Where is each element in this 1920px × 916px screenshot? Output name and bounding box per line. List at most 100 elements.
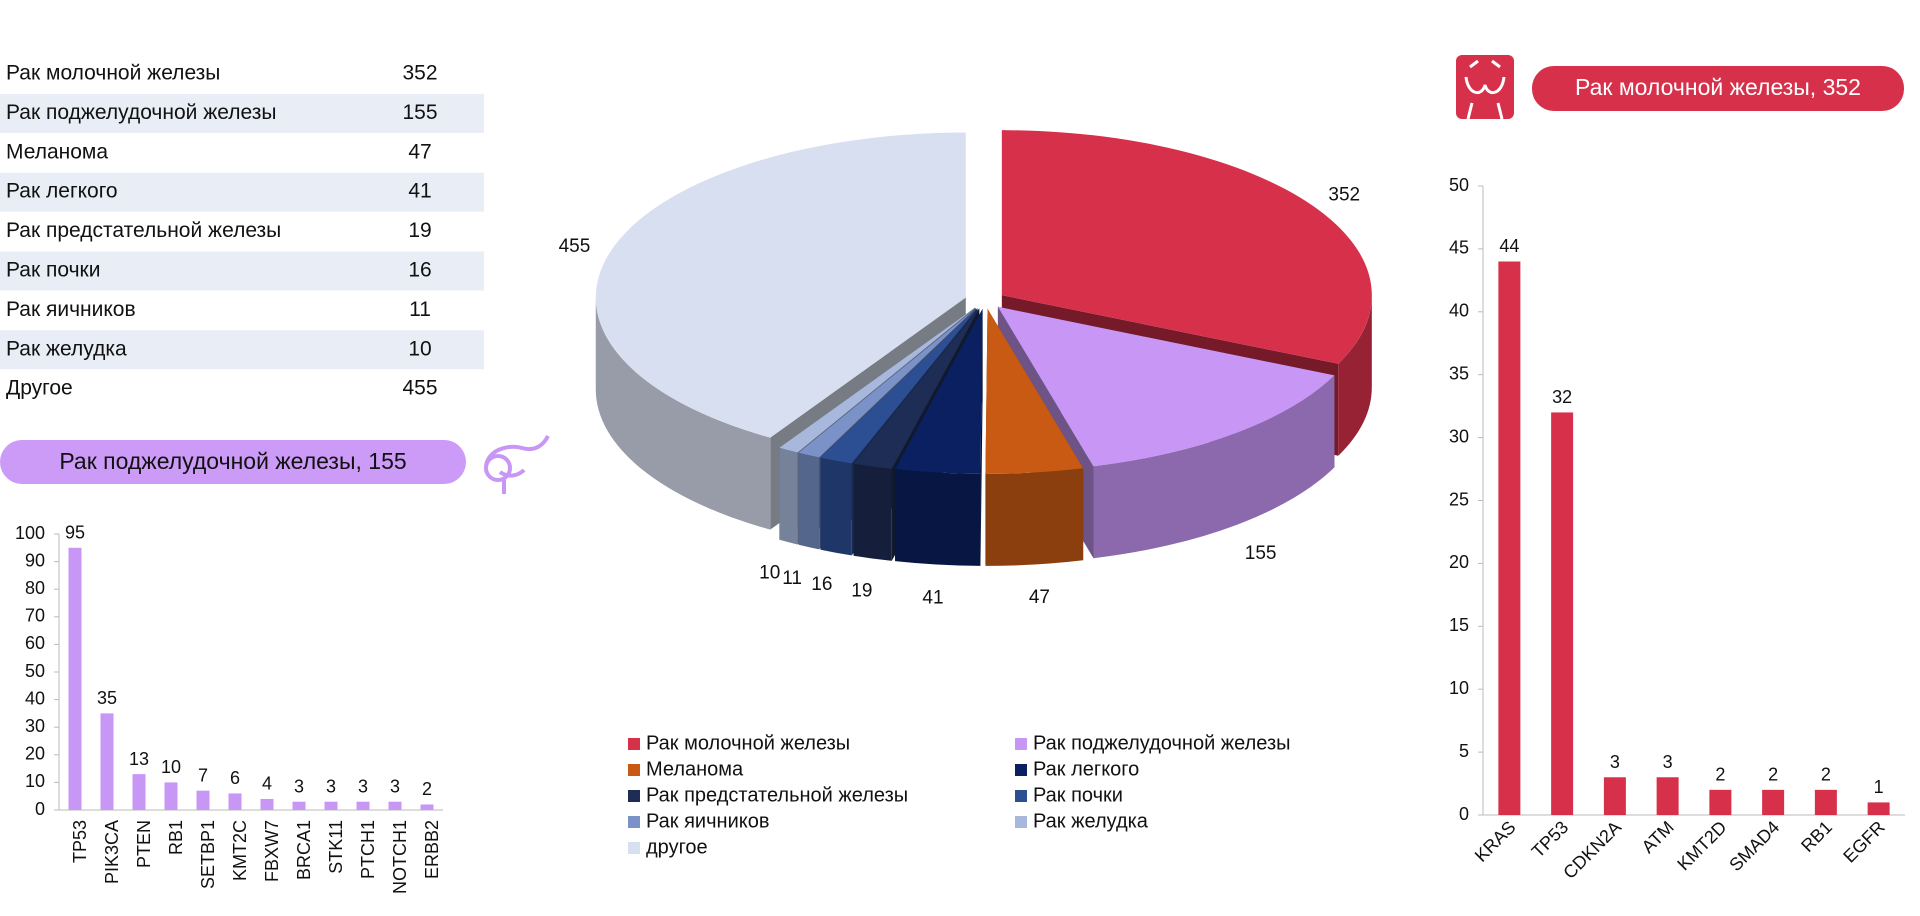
legend-label: Рак желудка	[1033, 810, 1149, 832]
x-tick-label: TP53	[1528, 817, 1573, 862]
legend-label: Рак поджелудочной железы	[1033, 732, 1291, 754]
value-label: 2	[1821, 765, 1831, 785]
slice-top	[895, 308, 983, 474]
legend-swatch	[1015, 790, 1027, 802]
row-value: 11	[409, 298, 431, 321]
row-label: Рак молочной железы	[6, 62, 220, 85]
x-tick-label: KMT2D	[1673, 817, 1730, 874]
bar	[324, 801, 338, 810]
value-label: 3	[1663, 752, 1673, 772]
row-label: Рак яичников	[6, 298, 136, 321]
bar	[1551, 412, 1574, 815]
x-tick-label: STK11	[326, 820, 346, 874]
x-tick-label: KRAS	[1471, 817, 1520, 866]
y-tick-label: 10	[25, 771, 45, 791]
slice-label: 16	[811, 574, 832, 595]
bar	[68, 547, 82, 810]
row-label: Рак легкого	[6, 180, 118, 203]
bar	[1867, 802, 1890, 815]
x-tick-label: PTEN	[134, 820, 154, 868]
row-label: Меланома	[6, 140, 108, 163]
slice-label: 10	[759, 562, 780, 583]
bar	[1814, 789, 1837, 815]
legend-label: Меланома	[646, 758, 744, 780]
x-tick-label: FBXW7	[262, 820, 282, 882]
slice-top	[985, 308, 1084, 474]
x-tick-label: SMAD4	[1725, 817, 1783, 875]
bar	[1656, 777, 1679, 815]
bar	[100, 713, 114, 810]
legend-swatch	[628, 764, 640, 776]
row-band	[0, 330, 484, 370]
row-label: Рак почки	[6, 259, 100, 282]
pill	[1532, 66, 1904, 111]
pie-slice	[895, 308, 983, 566]
x-tick-label: ATM	[1638, 817, 1678, 857]
slice-side	[1093, 375, 1335, 559]
bar	[1709, 789, 1732, 815]
legend-swatch	[628, 738, 640, 750]
value-label: 95	[65, 523, 85, 543]
slice-side	[779, 447, 798, 545]
slice-top	[820, 308, 978, 464]
row-value: 352	[402, 62, 437, 85]
bar	[292, 801, 306, 810]
x-tick-label: RB1	[1797, 817, 1836, 856]
legend-label: Рак молочной железы	[646, 732, 850, 754]
slice-label: 41	[922, 587, 943, 608]
y-tick-label: 60	[25, 633, 45, 653]
value-label: 2	[422, 779, 432, 799]
slice-label: 155	[1245, 543, 1277, 564]
y-tick-label: 90	[25, 550, 45, 570]
x-tick-label: ERBB2	[422, 820, 442, 879]
row-value: 19	[408, 219, 431, 242]
y-tick-label: 80	[25, 578, 45, 598]
value-label: 44	[1499, 236, 1519, 256]
bar	[420, 804, 434, 810]
y-tick-label: 20	[25, 744, 45, 764]
row-value: 41	[408, 180, 431, 203]
slice-top	[779, 307, 975, 453]
y-tick-label: 70	[25, 606, 45, 626]
pie-slice	[985, 308, 1084, 566]
value-label: 3	[358, 776, 368, 796]
x-tick-label: PIK3CA	[102, 820, 122, 884]
bar	[260, 798, 274, 810]
row-band	[0, 172, 484, 212]
pancreas-icon	[484, 435, 550, 494]
y-tick-label: 30	[1449, 426, 1469, 446]
y-tick-label: 20	[1449, 552, 1469, 572]
row-value: 155	[402, 101, 437, 124]
row-label: Рак желудка	[6, 337, 127, 360]
y-tick-label: 25	[1449, 489, 1469, 509]
row-label: Другое	[6, 377, 73, 400]
value-label: 6	[230, 768, 240, 788]
value-label: 3	[294, 776, 304, 796]
row-value: 16	[408, 259, 431, 282]
x-tick-label: RB1	[166, 820, 186, 855]
slice-label: 19	[851, 581, 872, 602]
legend-label: Рак яичников	[646, 810, 769, 832]
value-label: 32	[1552, 387, 1572, 407]
value-label: 2	[1715, 765, 1725, 785]
slice-top	[798, 307, 976, 458]
legend-label: Рак предстательной железы	[646, 784, 908, 806]
y-tick-label: 50	[25, 661, 45, 681]
y-tick-label: 5	[1459, 741, 1469, 761]
value-label: 4	[262, 774, 272, 794]
value-label: 3	[326, 776, 336, 796]
legend-swatch	[1015, 816, 1027, 828]
legend-label: другое	[646, 836, 708, 858]
slice-label: 11	[782, 568, 802, 589]
value-label: 3	[1610, 752, 1620, 772]
bar	[1762, 789, 1785, 815]
value-label: 3	[390, 776, 400, 796]
y-tick-label: 30	[25, 716, 45, 736]
slice-side	[1338, 295, 1372, 456]
slice-side	[820, 457, 852, 556]
bar	[196, 790, 210, 810]
bar	[356, 801, 370, 810]
value-label: 2	[1768, 765, 1778, 785]
row-value: 455	[402, 377, 437, 400]
